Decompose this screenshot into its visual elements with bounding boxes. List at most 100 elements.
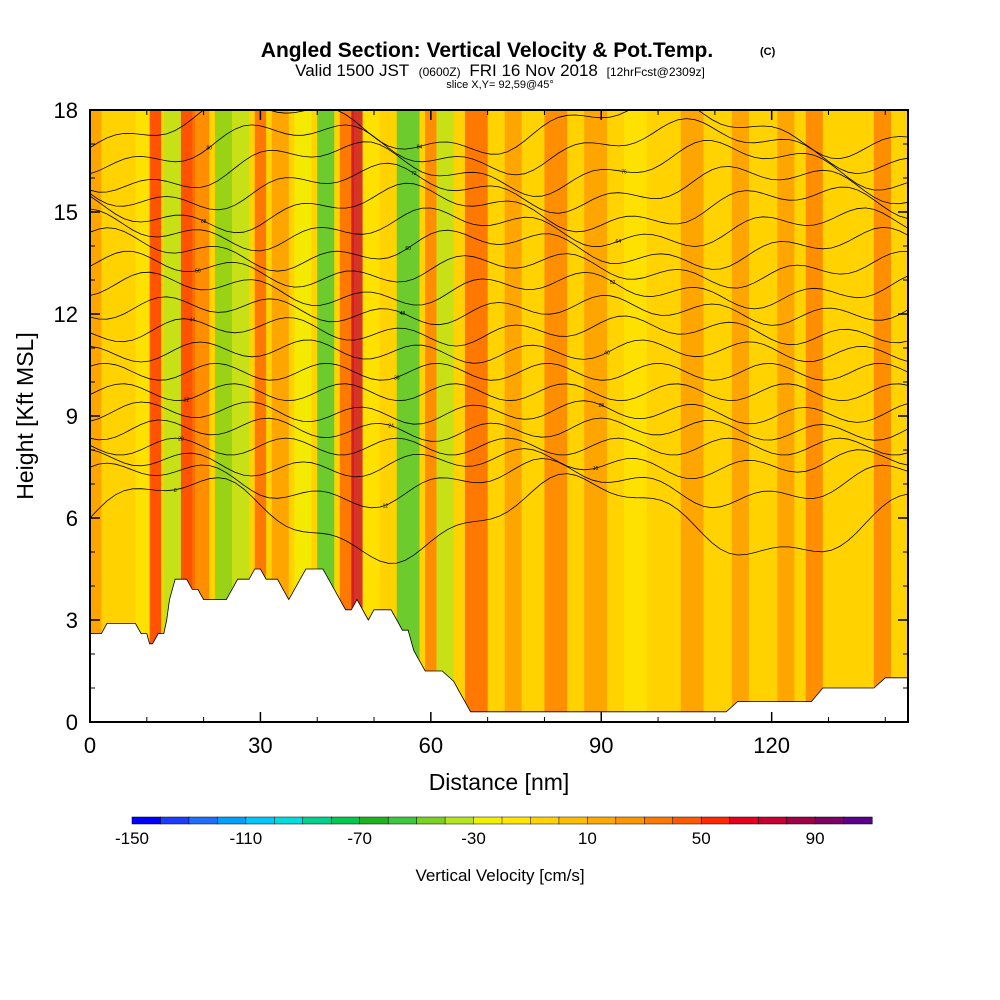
y-tick-label: 15	[54, 200, 78, 225]
velocity-column	[351, 110, 363, 722]
contour-label: 28	[598, 403, 604, 409]
contour-label: 32	[184, 398, 190, 404]
theta-contour	[90, 400, 908, 425]
theta-contour	[90, 473, 908, 564]
contour-label: 84	[417, 144, 423, 150]
y-tick-label: 3	[66, 608, 78, 633]
contour-label: 12	[383, 503, 389, 509]
velocity-column	[680, 110, 704, 722]
theta-contour	[90, 458, 908, 509]
slice-info: slice X,Y= 92,59@45°	[446, 79, 554, 91]
colorbar-tick-label: -70	[347, 829, 372, 848]
contour-label: 44	[189, 318, 195, 324]
colorbar-swatch	[672, 816, 702, 825]
theta-contour	[90, 162, 908, 214]
x-tick-label: 120	[753, 733, 790, 758]
colorbar-swatch	[359, 816, 389, 825]
colorbar-swatch	[302, 816, 332, 825]
contour-label: 68	[201, 219, 207, 225]
colorbar: -150 -110 -70 -30 10 50 90	[115, 816, 873, 848]
colorbar-label: Vertical Velocity [cm/s]	[415, 866, 584, 885]
colorbar-swatch	[644, 816, 674, 825]
theta-contour	[90, 110, 908, 160]
velocity-column	[163, 110, 181, 722]
colorbar-swatch	[786, 816, 816, 825]
valid-date: FRI 16 Nov 2018	[469, 61, 598, 80]
velocity-column	[873, 110, 891, 722]
x-axis-label: Distance [nm]	[429, 769, 570, 795]
contour-label: 20	[178, 436, 184, 442]
contour-label: 48	[400, 311, 406, 317]
colorbar-swatch	[160, 816, 190, 825]
valid-time: Valid 1500 JST	[295, 61, 409, 80]
plot-area: 8 12 16 20 24 28 32 36 40 44 48 52 56 60 64 68 72 76 80 84	[90, 110, 908, 722]
x-axis: 0 30 60 90 120	[84, 110, 886, 758]
velocity-column	[271, 110, 289, 722]
theta-contour	[90, 250, 908, 289]
theta-contour	[90, 383, 908, 402]
contour-label: 56	[195, 269, 201, 275]
theta-contour	[90, 417, 908, 442]
y-axis-label: Height [Kft MSL]	[12, 332, 38, 499]
velocity-column	[425, 110, 437, 722]
x-tick-label: 30	[248, 733, 272, 758]
colorbar-swatch	[387, 816, 418, 825]
velocity-column	[362, 110, 380, 722]
theta-contour	[90, 295, 908, 326]
y-tick-label: 12	[54, 302, 78, 327]
colorbar-tick-label: -150	[115, 829, 149, 848]
theta-contour	[90, 339, 908, 364]
velocity-column	[254, 110, 267, 722]
y-tick-label: 6	[66, 506, 78, 531]
x-tick-label: 90	[589, 733, 613, 758]
colorbar-tick-label: -30	[461, 829, 486, 848]
valid-utc: (0600Z)	[419, 65, 461, 79]
velocity-column	[339, 110, 355, 722]
colorbar-swatch	[131, 816, 162, 825]
velocity-column	[149, 110, 162, 722]
velocity-column	[464, 110, 488, 722]
chart-title-unit: (C)	[760, 46, 776, 58]
colorbar-swatch	[501, 816, 532, 825]
colorbar-swatch	[473, 816, 503, 825]
colorbar-swatch	[274, 816, 304, 825]
contour-label: 76	[621, 170, 627, 176]
colorbar-swatch	[330, 816, 361, 825]
theta-contour	[90, 448, 908, 480]
colorbar-swatch	[814, 816, 845, 825]
contour-label: 36	[394, 375, 400, 381]
contour-label: 16	[593, 466, 599, 472]
colorbar-swatch	[245, 816, 275, 825]
contour-label: 8	[174, 488, 177, 494]
contour-label: 24	[388, 424, 394, 430]
velocity-column	[544, 110, 568, 722]
theta-contour	[90, 182, 908, 234]
colorbar-swatch	[416, 816, 446, 825]
colorbar-swatch	[558, 816, 588, 825]
forecast-info: [12hrFcst@2309z]	[607, 65, 705, 79]
colorbar-swatch	[757, 816, 788, 825]
colorbar-tick-label: -110	[229, 829, 262, 848]
chart-subtitle: Valid 1500 JST (0600Z) FRI 16 Nov 2018 […	[295, 61, 705, 80]
theta-contour	[90, 118, 908, 176]
contour-label: 60	[405, 246, 411, 252]
y-tick-label: 18	[54, 98, 78, 123]
theta-contour	[90, 226, 908, 272]
theta-contour	[90, 140, 908, 197]
velocity-column	[135, 110, 153, 722]
theta-contour	[90, 271, 908, 310]
velocity-column	[623, 110, 647, 722]
velocity-column	[777, 110, 795, 722]
chart-title: Angled Section: Vertical Velocity & Pot.…	[261, 39, 713, 62]
velocity-column	[180, 110, 196, 722]
velocity-column	[584, 110, 607, 722]
colorbar-tick-label: 90	[806, 829, 825, 848]
velocity-column	[731, 110, 749, 722]
contour-label: 80	[207, 145, 213, 151]
y-tick-label: 0	[66, 710, 78, 735]
theta-contour	[90, 315, 908, 347]
contour-label: 40	[604, 351, 610, 357]
contour-layer: 8 12 16 20 24 28 32 36 40 44 48 52 56 60 64 68 72 76 80 84	[90, 110, 908, 564]
